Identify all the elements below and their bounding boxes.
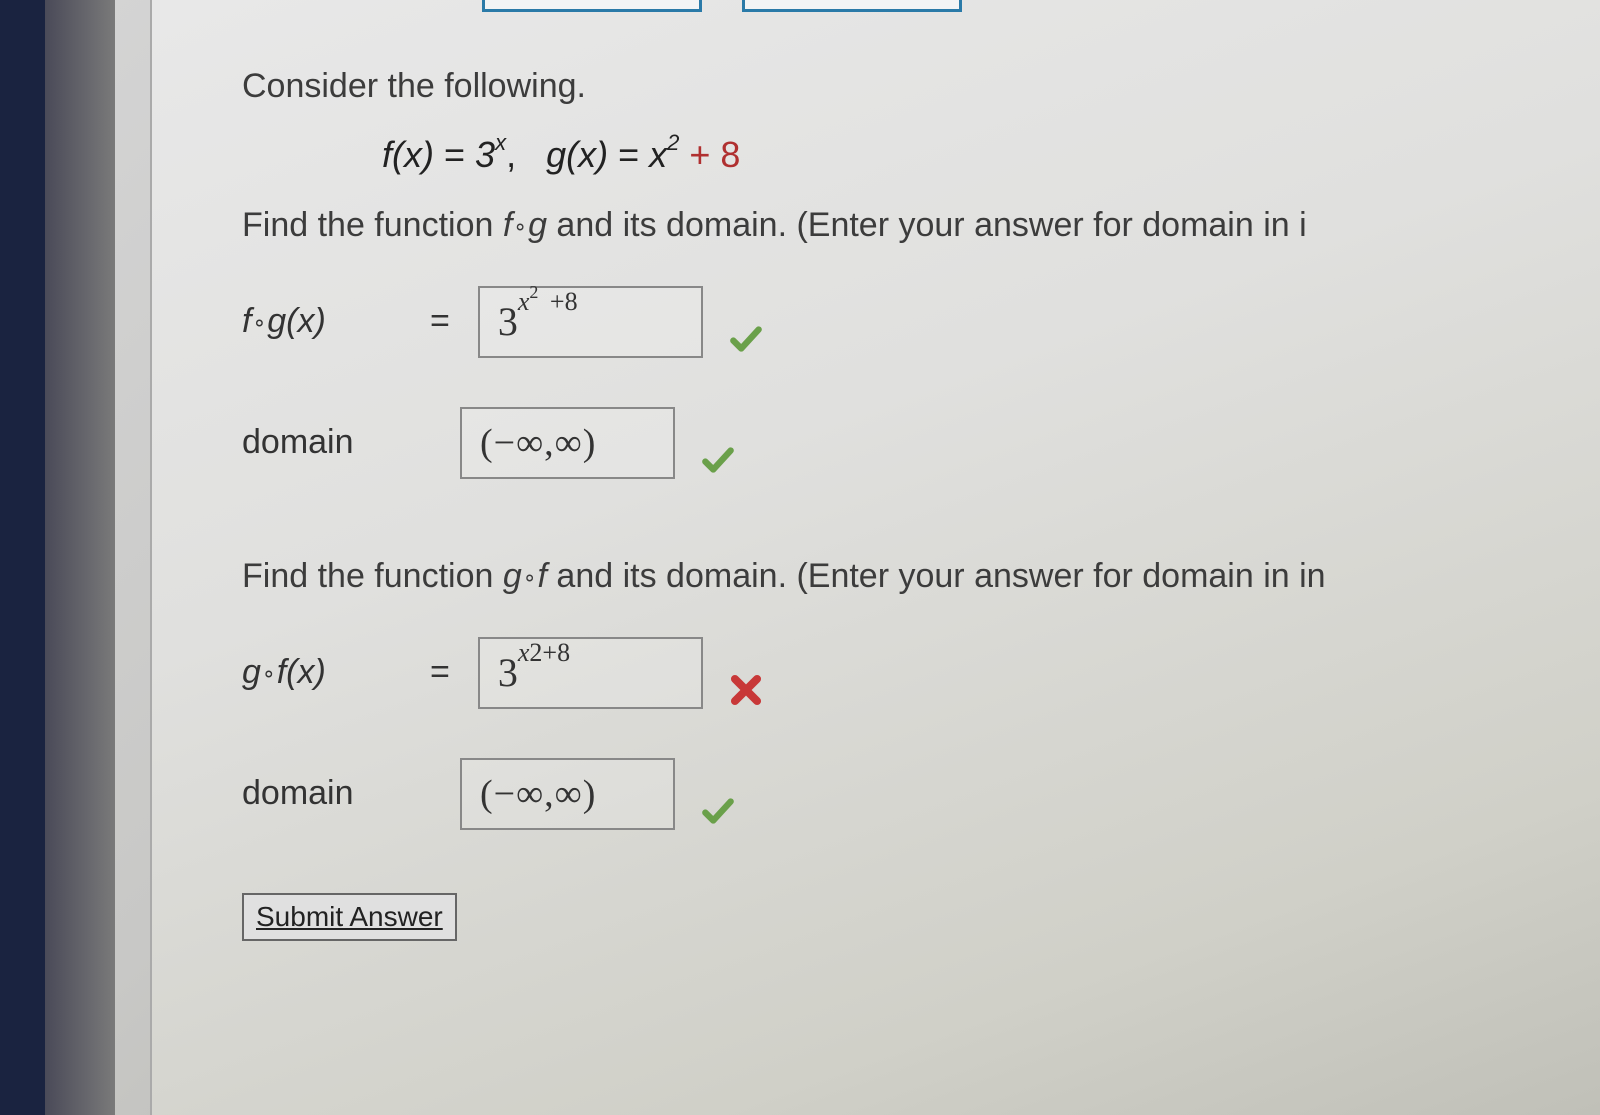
check-icon — [699, 792, 737, 835]
cross-icon — [727, 671, 765, 714]
fog-answer-base: 3 — [498, 299, 518, 344]
gof-domain-value: (−∞,∞) — [480, 772, 596, 816]
fog-domain-input[interactable]: (−∞,∞) — [460, 407, 675, 479]
top-button-2[interactable] — [742, 0, 962, 12]
submit-answer-button[interactable]: Submit Answer — [242, 893, 457, 941]
part1-domain-row: domain (−∞,∞) — [242, 401, 1510, 484]
fog-answer-input[interactable]: 3 x2 +8 — [478, 286, 703, 358]
part2-instruction: Find the function g∘f and its domain. (E… — [242, 557, 1510, 596]
part1-instruction: Find the function f∘g and its domain. (E… — [242, 206, 1510, 245]
domain-label: domain — [242, 774, 382, 813]
equals-sign: = — [430, 653, 450, 692]
top-button-row — [192, 0, 1560, 12]
check-icon — [727, 320, 765, 363]
prompt-text: Consider the following. — [242, 67, 1510, 106]
part1-fog-row: f∘g(x) = 3 x2 +8 — [242, 280, 1510, 363]
check-icon — [699, 441, 737, 484]
question-panel: Consider the following. f(x) = 3x, g(x) … — [150, 0, 1600, 1115]
part2-domain-row: domain (−∞,∞) — [242, 752, 1510, 835]
fog-label: f∘g(x) — [242, 302, 402, 341]
function-definitions: f(x) = 3x, g(x) = x2 + 8 — [242, 134, 1510, 176]
top-button-1[interactable] — [482, 0, 702, 12]
window-edge-dark — [0, 0, 45, 1115]
gof-domain-input[interactable]: (−∞,∞) — [460, 758, 675, 830]
part2-gof-row: g∘f(x) = 3 x2+8 — [242, 631, 1510, 714]
window-edge-grey — [45, 0, 115, 1115]
fog-domain-value: (−∞,∞) — [480, 421, 596, 465]
gof-answer-base: 3 — [498, 650, 518, 695]
question-content: Consider the following. f(x) = 3x, g(x) … — [192, 12, 1560, 941]
gof-label: g∘f(x) — [242, 653, 402, 692]
equals-sign: = — [430, 302, 450, 341]
domain-label: domain — [242, 423, 382, 462]
gof-answer-input[interactable]: 3 x2+8 — [478, 637, 703, 709]
